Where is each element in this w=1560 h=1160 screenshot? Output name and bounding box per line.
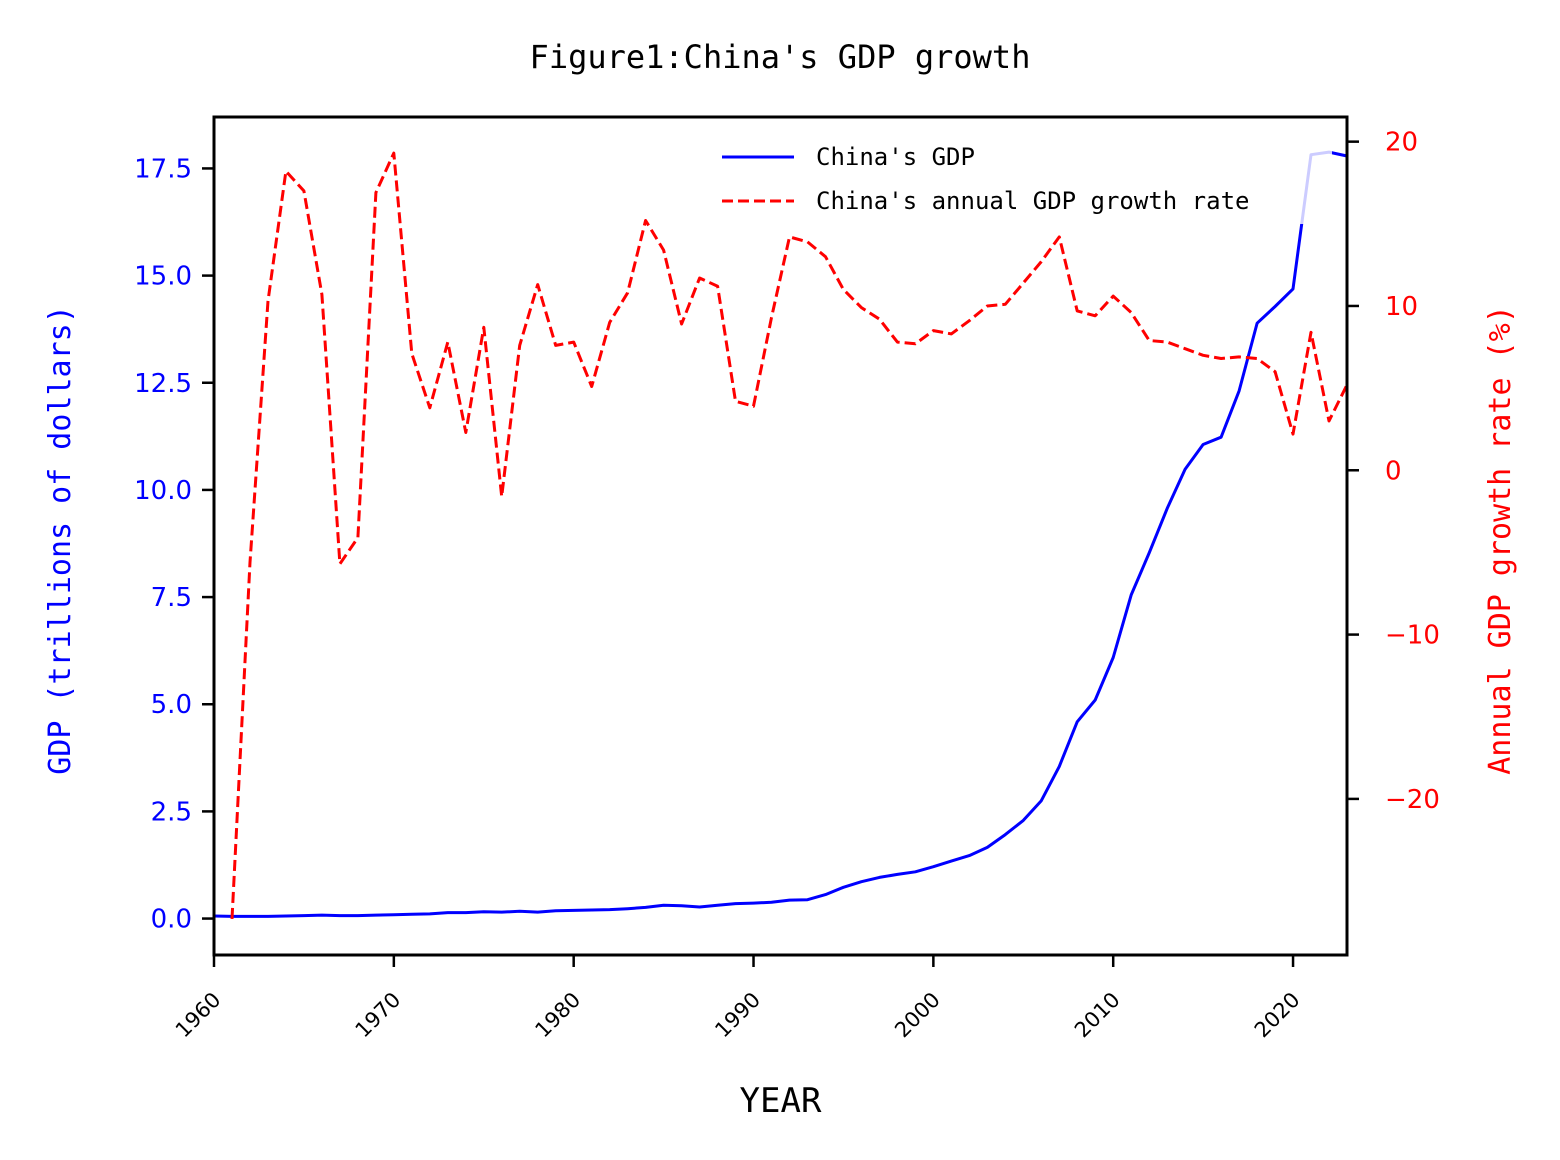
y-axis-left: 0.0 2.5 5.0 7.5 10.0 12.5 15.0 17.5 — [134, 154, 214, 935]
gdp-line — [213, 150, 1348, 918]
y-left-tick-label: 5.0 — [151, 690, 192, 720]
y-right-tick-label: 20 — [1385, 128, 1418, 158]
y-right-tick-label: −10 — [1385, 621, 1440, 651]
legend-label-gdp: China's GDP — [816, 143, 975, 171]
y-axis-right: −20 −10 0 10 20 — [1347, 128, 1440, 815]
gdp-series-layer — [213, 150, 1348, 918]
y-left-tick-label: 12.5 — [134, 369, 192, 399]
x-tick-label: 1980 — [530, 988, 585, 1043]
legend: China's GDP China's annual GDP growth ra… — [706, 134, 1332, 224]
x-tick-label: 2010 — [1070, 988, 1125, 1043]
growth-series-layer — [230, 151, 1349, 919]
y-left-tick-label: 15.0 — [134, 262, 192, 292]
legend-box — [706, 134, 1332, 224]
y-left-tick-label: 7.5 — [151, 583, 192, 613]
plot-frame — [212, 115, 1349, 957]
y-left-tick-label: 10.0 — [134, 476, 192, 506]
y-left-tick-label: 17.5 — [134, 154, 192, 184]
y-left-tick-label: 0.0 — [151, 905, 192, 935]
legend-label-growth: China's annual GDP growth rate — [816, 187, 1249, 215]
x-tick-label: 2000 — [890, 988, 945, 1043]
y-axis-left-label: GDP (trillions of dollars) — [43, 305, 78, 775]
y-right-tick-label: −20 — [1385, 785, 1440, 815]
y-right-tick-label: 0 — [1385, 456, 1402, 486]
x-axis-label: YEAR — [740, 1081, 822, 1121]
x-tick-label: 1990 — [710, 988, 765, 1043]
x-tick-label: 1960 — [171, 988, 226, 1043]
y-axis-right-label: Annual GDP growth rate (%) — [1483, 305, 1518, 775]
x-tick-label: 2020 — [1250, 988, 1305, 1043]
x-axis: 1960 1970 1980 1990 2000 2010 2020 — [171, 955, 1305, 1042]
y-right-tick-label: 10 — [1385, 292, 1418, 322]
growth-rate-line — [230, 151, 1349, 919]
x-tick-label: 1970 — [351, 988, 406, 1043]
plot-area — [212, 115, 1349, 957]
chart-title: Figure1:China's GDP growth — [530, 38, 1031, 76]
y-left-tick-label: 2.5 — [151, 797, 192, 827]
